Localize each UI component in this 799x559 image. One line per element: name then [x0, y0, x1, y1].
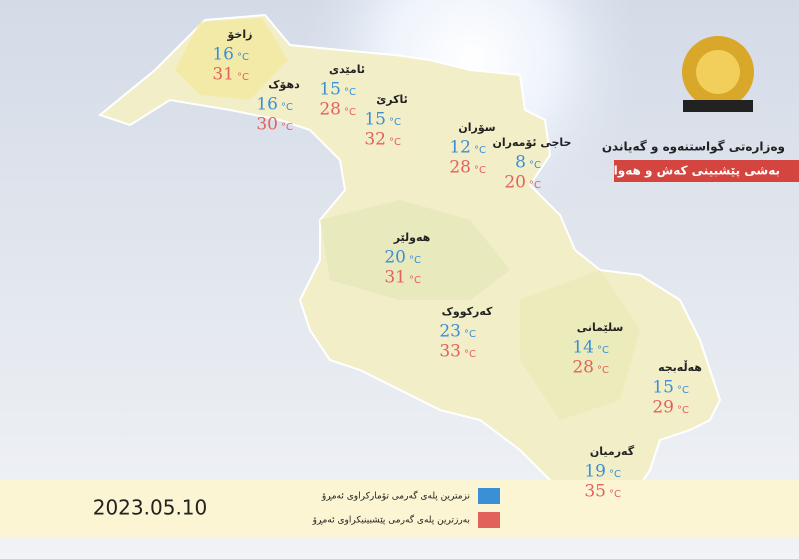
city-name: سلێمانی: [577, 321, 624, 334]
max-unit: °C: [597, 365, 609, 376]
min-unit: °C: [529, 160, 541, 171]
subtitle: بەشی پێشبینی کەش و هەوا: [614, 164, 780, 179]
min-unit: °C: [281, 102, 293, 113]
region-duhok: [175, 18, 288, 100]
min-temp: 23: [439, 322, 461, 342]
min-temp: 12: [449, 138, 471, 158]
min-unit: °C: [464, 329, 476, 340]
min-temp: 15: [364, 110, 386, 130]
max-temp: 32: [364, 130, 386, 150]
min-unit: °C: [409, 255, 421, 266]
min-temp: 15: [319, 80, 341, 100]
max-unit: °C: [237, 72, 249, 83]
city-name: حاجی ئۆمەران: [493, 136, 572, 149]
max-temp: 30: [256, 115, 278, 135]
max-unit: °C: [409, 275, 421, 286]
min-temp: 19: [584, 462, 606, 482]
max-temp: 33: [439, 342, 461, 362]
max-temp: 29: [652, 398, 674, 418]
max-unit: °C: [464, 349, 476, 360]
city-name: ئاکرێ: [376, 93, 408, 106]
max-temp: 31: [212, 65, 234, 85]
title: وەزارەتی گواستنەوە و گەیاندن: [602, 140, 785, 155]
min-temp: 20: [384, 248, 406, 268]
min-unit: °C: [237, 52, 249, 63]
max-unit: °C: [474, 165, 486, 176]
min-temp: 16: [256, 95, 278, 115]
legend-min-label: نزمترین پلەی گەرمی تۆمارکراوی ئەمڕۆ: [321, 490, 470, 502]
min-unit: °C: [389, 117, 401, 128]
max-unit: °C: [609, 489, 621, 500]
max-unit: °C: [677, 405, 689, 416]
max-temp: 35: [584, 482, 606, 502]
city-name: هەولێر: [393, 231, 431, 244]
min-unit: °C: [344, 87, 356, 98]
min-unit: °C: [609, 469, 621, 480]
city-name: ئامێدی: [329, 63, 365, 76]
city-name: گەرمیان: [590, 445, 635, 458]
max-temp: 20: [504, 173, 526, 193]
logo: [682, 36, 754, 112]
min-temp: 14: [572, 338, 594, 358]
max-unit: °C: [344, 107, 356, 118]
min-temp: 16: [212, 45, 234, 65]
date: 2023.05.10: [93, 496, 208, 520]
footer-strip: [0, 480, 799, 538]
subtitle-banner: [614, 160, 799, 182]
min-unit: °C: [677, 385, 689, 396]
min-unit: °C: [474, 145, 486, 156]
city-name: کەرکووک: [442, 305, 493, 318]
max-unit: °C: [389, 137, 401, 148]
legend-max-label: بەرزترین پلەی گەرمی پێشبینیکراوی ئەمڕۆ: [312, 514, 470, 526]
legend-max-swatch: [478, 512, 500, 528]
legend-min-swatch: [478, 488, 500, 504]
city-name: دهۆک: [268, 78, 300, 91]
max-temp: 28: [319, 100, 341, 120]
region-erbil: [320, 200, 510, 300]
max-unit: °C: [529, 180, 541, 191]
max-unit: °C: [281, 122, 293, 133]
city-name: زاخۆ: [227, 28, 253, 41]
min-temp: 15: [652, 378, 674, 398]
min-temp: 8: [515, 153, 526, 173]
max-temp: 28: [572, 358, 594, 378]
max-temp: 28: [449, 158, 471, 178]
city-name: سۆران: [458, 121, 495, 134]
min-unit: °C: [597, 345, 609, 356]
region-sulaymaniyah: [520, 270, 640, 420]
max-temp: 31: [384, 268, 406, 288]
city-name: هەڵەبجە: [658, 360, 702, 374]
